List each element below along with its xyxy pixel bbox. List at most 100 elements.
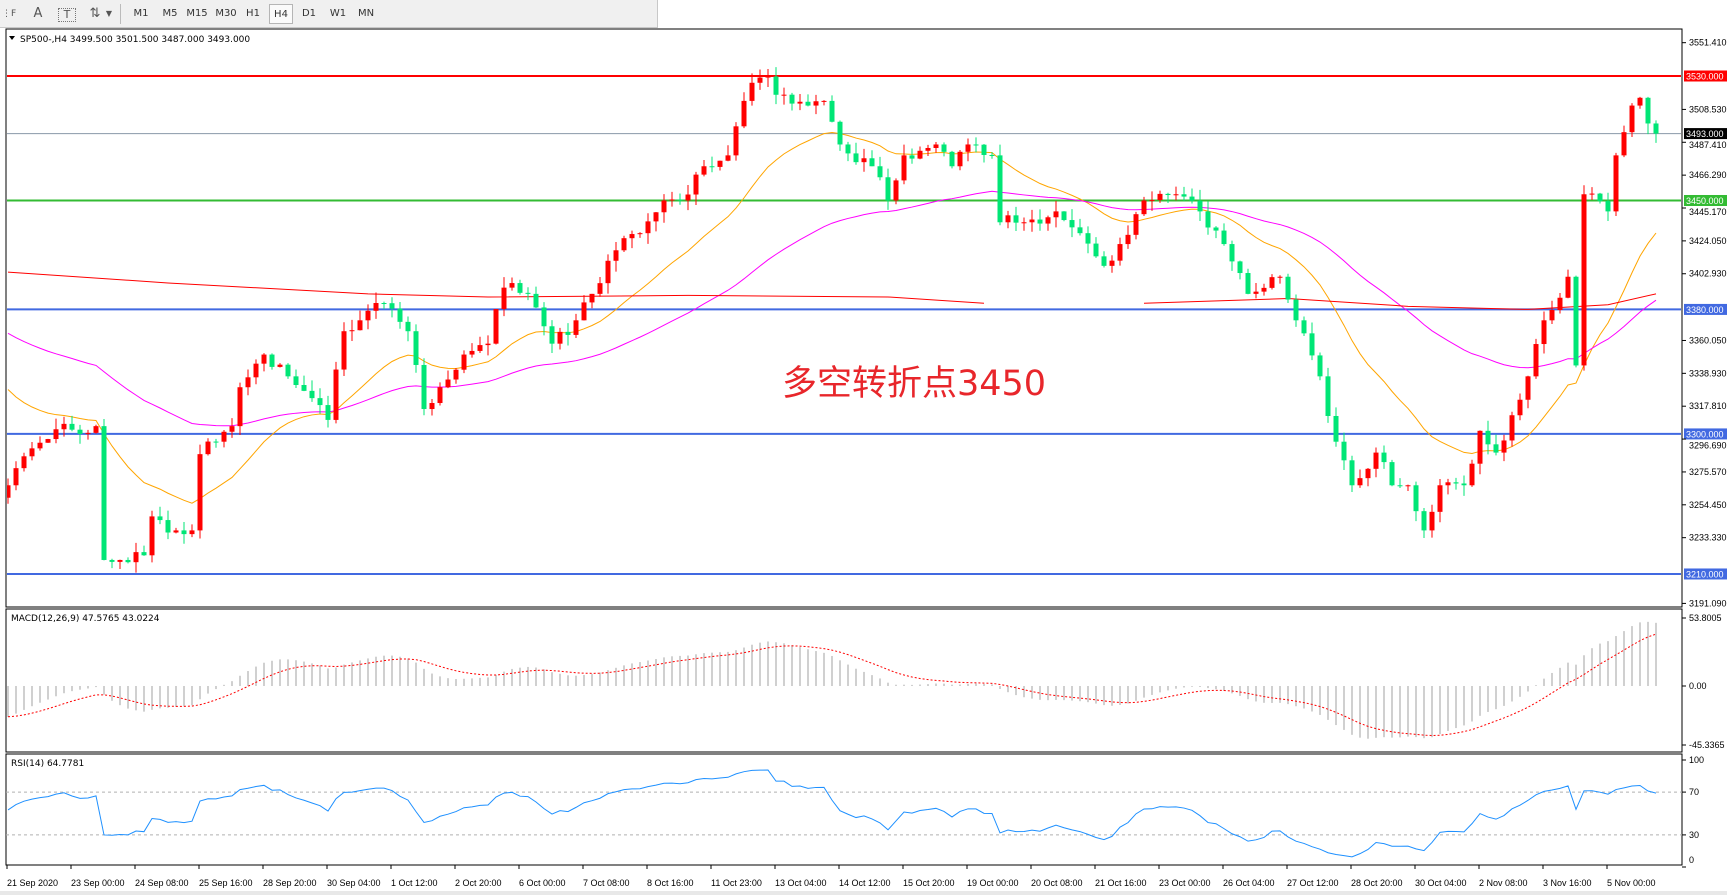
candle: [965, 138, 971, 162]
candle-body: [469, 350, 475, 355]
candle: [1413, 481, 1419, 522]
candle-body: [1461, 483, 1467, 486]
candle: [381, 301, 387, 310]
candle-body: [581, 302, 587, 321]
candle-body: [1189, 196, 1195, 201]
candle-body: [349, 330, 355, 332]
candle-body: [917, 150, 923, 159]
candle-body: [397, 308, 403, 322]
candle-body: [677, 199, 683, 201]
candle-body: [1109, 260, 1115, 266]
candle: [1205, 201, 1211, 235]
candle-body: [925, 147, 931, 151]
candle-body: [1565, 276, 1571, 298]
period-button-w1[interactable]: W1: [329, 8, 347, 19]
period-button-m5[interactable]: M5: [162, 8, 178, 19]
candle-body: [885, 177, 891, 201]
period-button-h4[interactable]: H4: [269, 4, 293, 24]
time-tick-label: 3 Nov 16:00: [1543, 878, 1592, 888]
candle-body: [1133, 214, 1139, 235]
candle-body: [789, 94, 795, 104]
candle: [1357, 469, 1363, 488]
candle-body: [605, 260, 611, 284]
candle: [1389, 459, 1395, 487]
candle-body: [1069, 220, 1075, 228]
arrows-icon[interactable]: ⇅: [89, 6, 101, 21]
period-button-d1[interactable]: D1: [301, 8, 317, 19]
candle: [653, 211, 659, 232]
candle: [1373, 447, 1379, 478]
candle: [1445, 478, 1451, 495]
candle: [1589, 187, 1595, 200]
candle-body: [1589, 193, 1595, 195]
candle: [69, 415, 75, 432]
candle: [1237, 260, 1243, 280]
candle-body: [1517, 399, 1523, 416]
text-label-icon[interactable]: T: [58, 8, 76, 22]
candle-body: [973, 144, 979, 146]
time-tick-label: 21 Oct 16:00: [1095, 878, 1147, 888]
candle: [1453, 477, 1459, 490]
period-separator-icon[interactable]: ⋮F: [2, 9, 17, 19]
candle-body: [621, 238, 627, 251]
rsi-pane: [5, 753, 1683, 866]
candle: [261, 353, 267, 372]
candle: [1125, 225, 1131, 249]
candle: [1573, 275, 1579, 368]
time-tick-label: 11 Oct 23:00: [711, 878, 762, 888]
candle-body: [1277, 276, 1283, 278]
candle: [933, 142, 939, 153]
horizontal-scrollbar[interactable]: [0, 891, 1727, 895]
candle: [749, 73, 755, 106]
candle-body: [37, 442, 43, 449]
candle-body: [749, 82, 755, 101]
candle: [253, 359, 259, 385]
candle: [1189, 188, 1195, 204]
price-tick-label: 3466.290: [1689, 170, 1727, 180]
candle: [925, 144, 931, 157]
candle-body: [717, 160, 723, 167]
candle-body: [101, 426, 107, 560]
candle-body: [373, 303, 379, 311]
candle: [869, 150, 875, 167]
chevron-down-icon[interactable]: ▼: [105, 9, 113, 18]
candle: [1077, 218, 1083, 236]
candle-body: [1077, 227, 1083, 234]
candle: [581, 295, 587, 321]
candle-body: [405, 321, 411, 332]
candle-body: [837, 121, 843, 145]
candle: [909, 148, 915, 164]
candle-body: [629, 234, 635, 239]
period-button-m1[interactable]: M1: [133, 8, 149, 19]
candle-body: [845, 144, 851, 154]
candle: [677, 193, 683, 205]
candle-body: [1309, 333, 1315, 356]
candle: [1533, 338, 1539, 379]
candle: [773, 67, 779, 105]
candle-body: [773, 76, 779, 95]
candle-body: [733, 126, 739, 156]
candle: [1269, 274, 1275, 290]
ma-slow-line: [1143, 293, 1657, 310]
candle: [917, 146, 923, 160]
candle-body: [1221, 230, 1227, 245]
candle-body: [485, 343, 491, 346]
level-label-bg: [1684, 568, 1727, 580]
candle-body: [1429, 511, 1435, 531]
candle: [1173, 186, 1179, 201]
candle: [77, 424, 83, 444]
period-button-m30[interactable]: M30: [215, 8, 237, 19]
text-icon[interactable]: A: [33, 6, 43, 21]
period-button-h1[interactable]: H1: [246, 8, 260, 19]
candle-body: [661, 200, 667, 213]
period-button-m15[interactable]: M15: [186, 8, 208, 19]
candle-body: [1157, 193, 1163, 201]
candle: [765, 68, 771, 88]
candle-body: [861, 158, 867, 163]
candle-body: [509, 283, 515, 288]
candle: [789, 92, 795, 111]
period-button-mn[interactable]: MN: [357, 8, 375, 19]
candle: [589, 293, 595, 309]
candle-body: [989, 154, 995, 156]
